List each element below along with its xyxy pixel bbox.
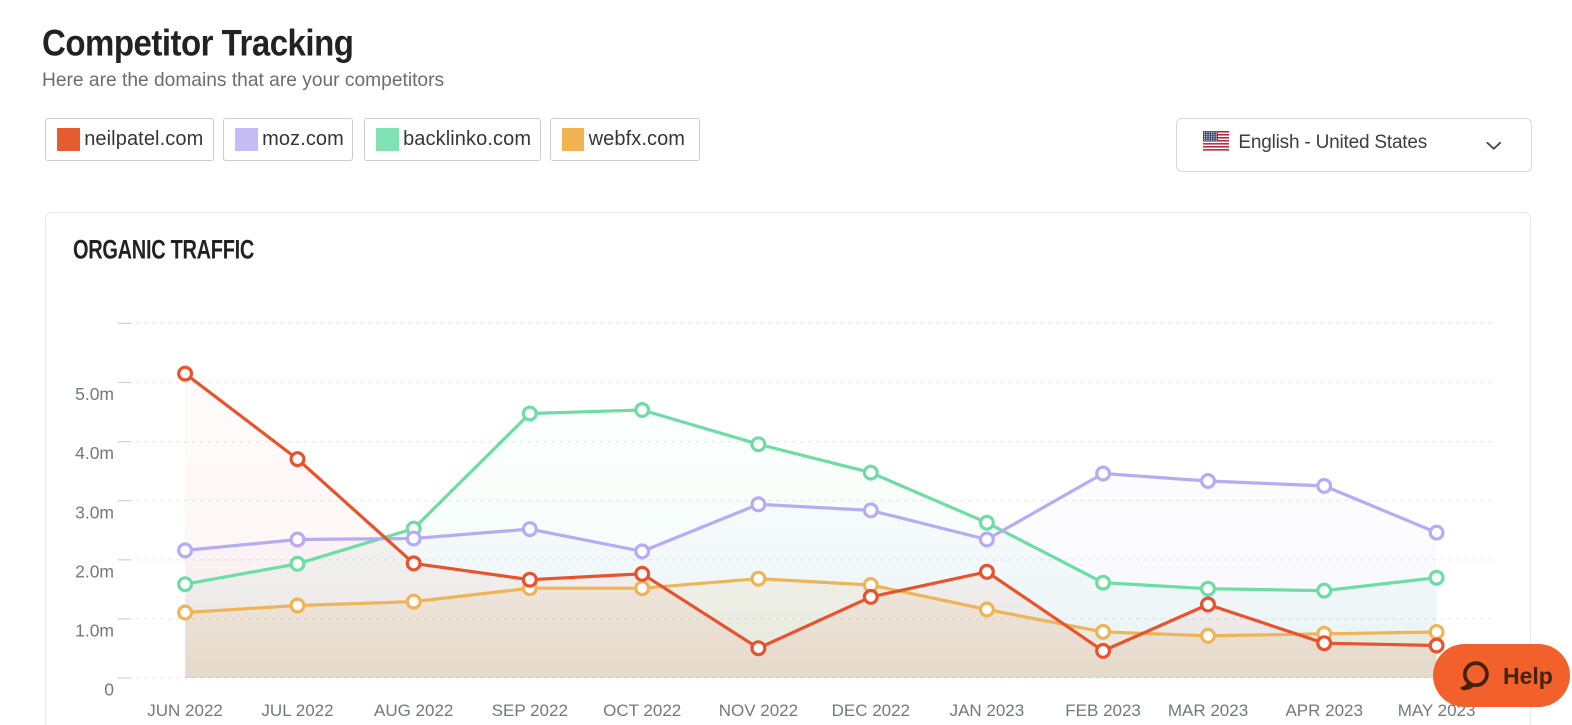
svg-text:2.0m: 2.0m bbox=[75, 561, 114, 581]
svg-text:NOV 2022: NOV 2022 bbox=[719, 701, 798, 720]
svg-text:DEC 2022: DEC 2022 bbox=[832, 701, 910, 720]
svg-text:1.0m: 1.0m bbox=[75, 621, 114, 641]
svg-text:0: 0 bbox=[104, 680, 114, 700]
svg-text:MAR 2023: MAR 2023 bbox=[1168, 701, 1248, 720]
svg-text:JAN 2023: JAN 2023 bbox=[950, 701, 1025, 720]
svg-text:OCT 2022: OCT 2022 bbox=[603, 701, 681, 720]
svg-text:JUN 2022: JUN 2022 bbox=[147, 701, 223, 720]
svg-text:JUL 2022: JUL 2022 bbox=[261, 701, 333, 720]
svg-text:AUG 2022: AUG 2022 bbox=[374, 701, 453, 720]
svg-text:APR 2023: APR 2023 bbox=[1285, 701, 1363, 720]
svg-text:5.0m: 5.0m bbox=[75, 384, 114, 404]
svg-text:SEP 2022: SEP 2022 bbox=[492, 701, 568, 720]
svg-text:FEB 2023: FEB 2023 bbox=[1065, 701, 1141, 720]
svg-text:4.0m: 4.0m bbox=[75, 443, 114, 463]
svg-text:3.0m: 3.0m bbox=[75, 502, 114, 522]
